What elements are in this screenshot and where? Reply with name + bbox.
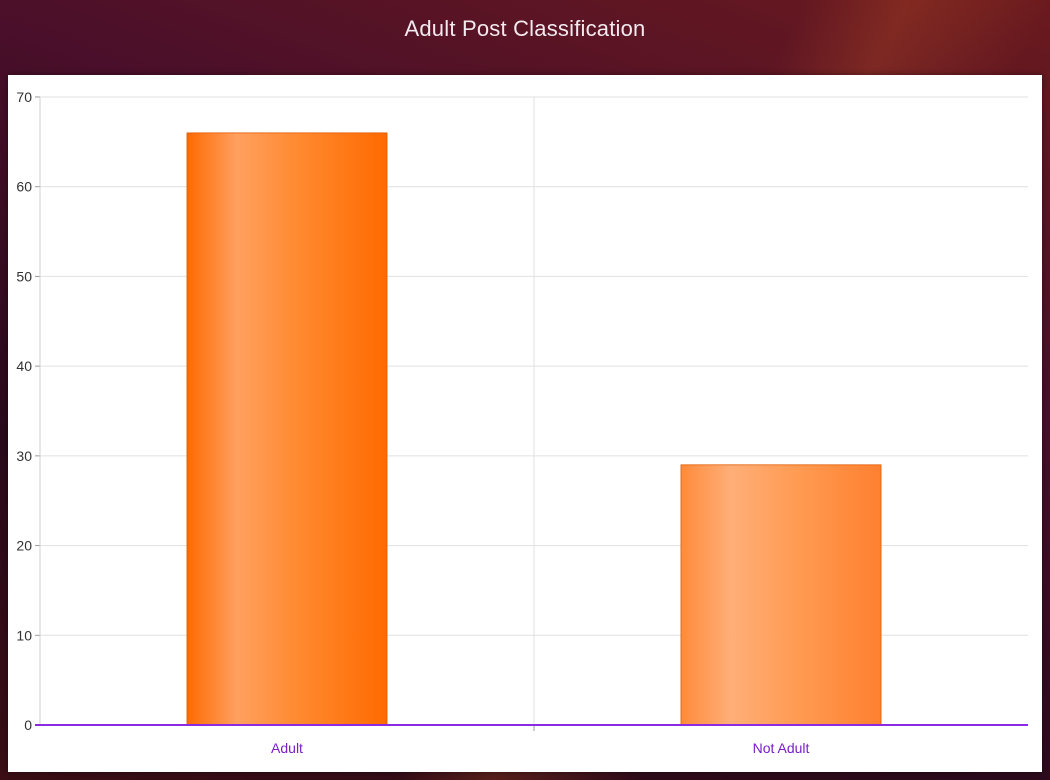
y-tick-label: 20 xyxy=(16,538,32,554)
x-category-label: Adult xyxy=(271,740,303,756)
y-tick-label: 70 xyxy=(16,89,32,105)
axes xyxy=(35,96,1028,731)
x-category-label: Not Adult xyxy=(753,740,810,756)
y-tick-label: 10 xyxy=(16,627,32,643)
chart-panel: 0 10 20 30 40 50 60 70 Adult Not Adult xyxy=(8,75,1042,772)
labels: 0 10 20 30 40 50 60 70 Adult Not Adult xyxy=(16,89,809,756)
y-tick-label: 60 xyxy=(16,179,32,195)
y-tick-label: 30 xyxy=(16,448,32,464)
bar-adult[interactable] xyxy=(186,132,388,726)
bar-chart: 0 10 20 30 40 50 60 70 Adult Not Adult xyxy=(16,89,1028,756)
y-tick-label: 40 xyxy=(16,358,32,374)
y-tick-label: 50 xyxy=(16,268,32,284)
y-tick-label: 0 xyxy=(24,717,32,733)
bar-not-adult[interactable] xyxy=(680,464,882,726)
bars xyxy=(186,132,882,726)
chart-title: Adult Post Classification xyxy=(404,16,646,41)
